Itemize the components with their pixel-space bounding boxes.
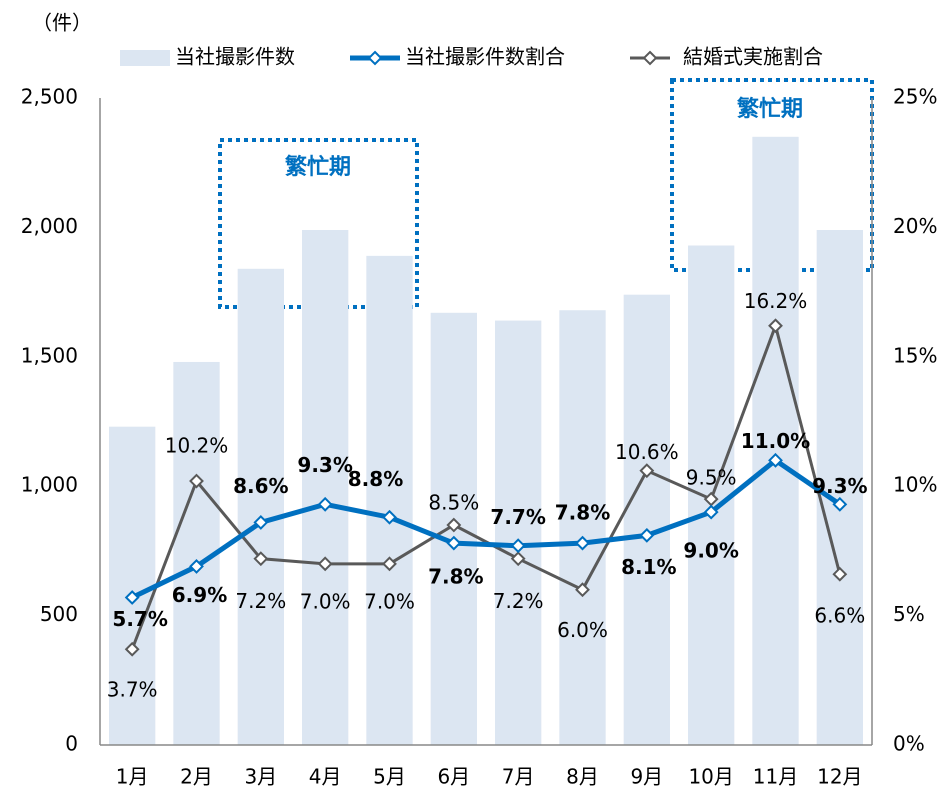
y2-tick-label: 5% bbox=[893, 602, 925, 626]
legend-label: 結婚式実施割合 bbox=[683, 45, 823, 69]
y2-tick-label: 0% bbox=[893, 732, 925, 756]
marker bbox=[317, 556, 333, 572]
marker bbox=[575, 535, 590, 551]
data-label: 11.0% bbox=[741, 429, 810, 453]
data-label: 10.2% bbox=[165, 434, 229, 458]
x-tick-label: 3月 bbox=[244, 765, 277, 789]
x-tick-label: 4月 bbox=[309, 765, 342, 789]
marker bbox=[703, 504, 719, 520]
marker bbox=[253, 515, 269, 530]
y-tick-label: 0 bbox=[65, 732, 78, 756]
data-label: 7.8% bbox=[428, 565, 483, 589]
x-tick-label: 1月 bbox=[116, 765, 149, 789]
data-label: 9.3% bbox=[812, 474, 867, 498]
data-label: 7.7% bbox=[490, 505, 545, 529]
marker bbox=[189, 559, 204, 574]
bar bbox=[237, 268, 284, 745]
y-tick-label: 1,500 bbox=[21, 343, 78, 367]
y-tick-label: 500 bbox=[40, 602, 78, 626]
y-axis-label: （件） bbox=[32, 11, 92, 35]
marker bbox=[768, 452, 783, 468]
marker bbox=[189, 473, 204, 489]
data-label: 10.6% bbox=[615, 440, 679, 464]
marker bbox=[124, 590, 140, 605]
legend-label: 当社撮影件数 bbox=[175, 45, 295, 69]
bar bbox=[816, 229, 863, 745]
marker bbox=[832, 566, 848, 582]
marker bbox=[639, 463, 655, 479]
annotation: 繁忙期 bbox=[737, 96, 803, 122]
data-label: 7.2% bbox=[235, 589, 286, 613]
y2-tick-label: 20% bbox=[893, 214, 937, 238]
bar bbox=[302, 229, 349, 745]
marker bbox=[382, 509, 397, 525]
data-label: 8.1% bbox=[621, 555, 676, 579]
legend-marker bbox=[367, 50, 383, 66]
marker bbox=[768, 318, 783, 334]
data-label: 7.0% bbox=[364, 589, 415, 613]
legend-label: 当社撮影件数割合 bbox=[405, 45, 565, 69]
marker bbox=[382, 556, 397, 572]
data-label: 8.8% bbox=[348, 467, 403, 491]
marker bbox=[253, 551, 269, 567]
y2-tick-label: 15% bbox=[893, 343, 937, 367]
x-tick-label: 6月 bbox=[437, 765, 470, 789]
x-tick-label: 12月 bbox=[817, 765, 862, 789]
data-label: 16.2% bbox=[744, 289, 808, 313]
data-label: 8.6% bbox=[233, 474, 288, 498]
data-label: 9.0% bbox=[683, 539, 738, 563]
data-label: 5.7% bbox=[112, 607, 167, 631]
data-label: 9.5% bbox=[686, 466, 737, 490]
marker bbox=[510, 551, 526, 567]
data-label: 6.9% bbox=[172, 583, 227, 607]
bar bbox=[366, 255, 413, 746]
marker bbox=[510, 538, 526, 554]
y-tick-label: 1,000 bbox=[21, 473, 78, 497]
marker bbox=[446, 517, 462, 533]
line bbox=[130, 320, 842, 650]
marker bbox=[124, 641, 140, 657]
marker bbox=[575, 582, 590, 598]
data-label: 9.3% bbox=[297, 453, 352, 477]
y-tick-label: 2,500 bbox=[21, 85, 78, 109]
data-label: 6.0% bbox=[557, 618, 608, 642]
x-tick-label: 8月 bbox=[566, 765, 599, 789]
annotation: 繁忙期 bbox=[285, 154, 351, 180]
marker bbox=[832, 496, 848, 512]
x-tick-label: 11月 bbox=[753, 765, 798, 789]
bar bbox=[495, 320, 542, 745]
y2-tick-label: 10% bbox=[893, 473, 937, 497]
data-label: 7.2% bbox=[493, 589, 544, 613]
legend-swatch bbox=[120, 50, 170, 66]
x-tick-label: 9月 bbox=[630, 765, 663, 789]
marker bbox=[317, 496, 333, 512]
bar bbox=[559, 310, 606, 745]
bar bbox=[623, 294, 670, 745]
x-tick-label: 2月 bbox=[180, 765, 213, 789]
bars bbox=[109, 136, 863, 746]
y-tick-label: 2,000 bbox=[21, 214, 78, 238]
x-tick-label: 10月 bbox=[688, 765, 733, 789]
x-tick-label: 5月 bbox=[373, 765, 406, 789]
line bbox=[131, 457, 842, 600]
bar bbox=[109, 426, 156, 745]
data-label: 7.0% bbox=[300, 589, 351, 613]
marker bbox=[446, 535, 462, 551]
data-label: 7.8% bbox=[555, 501, 610, 525]
data-label: 6.6% bbox=[814, 604, 865, 628]
data-label: 3.7% bbox=[107, 678, 158, 702]
annotation-box bbox=[218, 138, 419, 309]
marker bbox=[639, 527, 655, 543]
y2-tick-label: 25% bbox=[893, 85, 937, 109]
x-tick-label: 7月 bbox=[502, 765, 535, 789]
legend-marker bbox=[642, 50, 658, 66]
data-label: 8.5% bbox=[428, 491, 479, 515]
bar bbox=[752, 136, 799, 745]
